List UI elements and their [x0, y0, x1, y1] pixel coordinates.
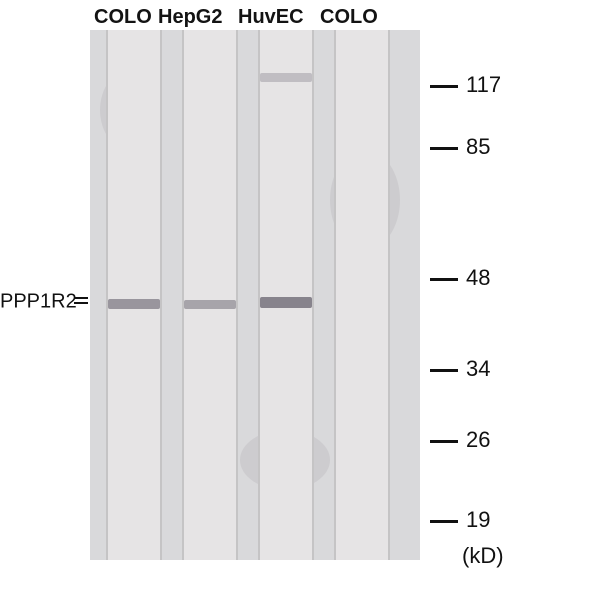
mw-label-26: 26: [466, 427, 490, 453]
mw-tick-19: [430, 520, 458, 523]
protein-tick: [74, 297, 88, 299]
lane-header-4: COLO: [320, 6, 378, 29]
mw-label-34: 34: [466, 356, 490, 382]
lane-3: [258, 30, 314, 560]
mw-tick-34: [430, 369, 458, 372]
band-lane3-pp1r2: [260, 297, 312, 308]
mw-label-48: 48: [466, 265, 490, 291]
mw-tick-48: [430, 278, 458, 281]
mw-label-19: 19: [466, 507, 490, 533]
mw-label-117: 117: [466, 72, 501, 98]
lane-header-2: HepG2: [158, 6, 222, 29]
lane-2: [182, 30, 238, 560]
mw-tick-85: [430, 147, 458, 150]
band-lane3-high: [260, 73, 312, 82]
mw-tick-117: [430, 85, 458, 88]
lane-4: [334, 30, 390, 560]
band-lane2-pp1r2: [184, 300, 236, 309]
mw-label-85: 85: [466, 134, 490, 160]
lane-header-3: HuvEC: [238, 6, 304, 29]
mw-unit-label: (kD): [462, 543, 504, 569]
protein-tick: [74, 302, 88, 304]
lane-header-1: COLO: [94, 6, 152, 29]
band-lane1-pp1r2: [108, 299, 160, 309]
protein-label: PPP1R2: [0, 291, 72, 314]
lane-1: [106, 30, 162, 560]
mw-tick-26: [430, 440, 458, 443]
